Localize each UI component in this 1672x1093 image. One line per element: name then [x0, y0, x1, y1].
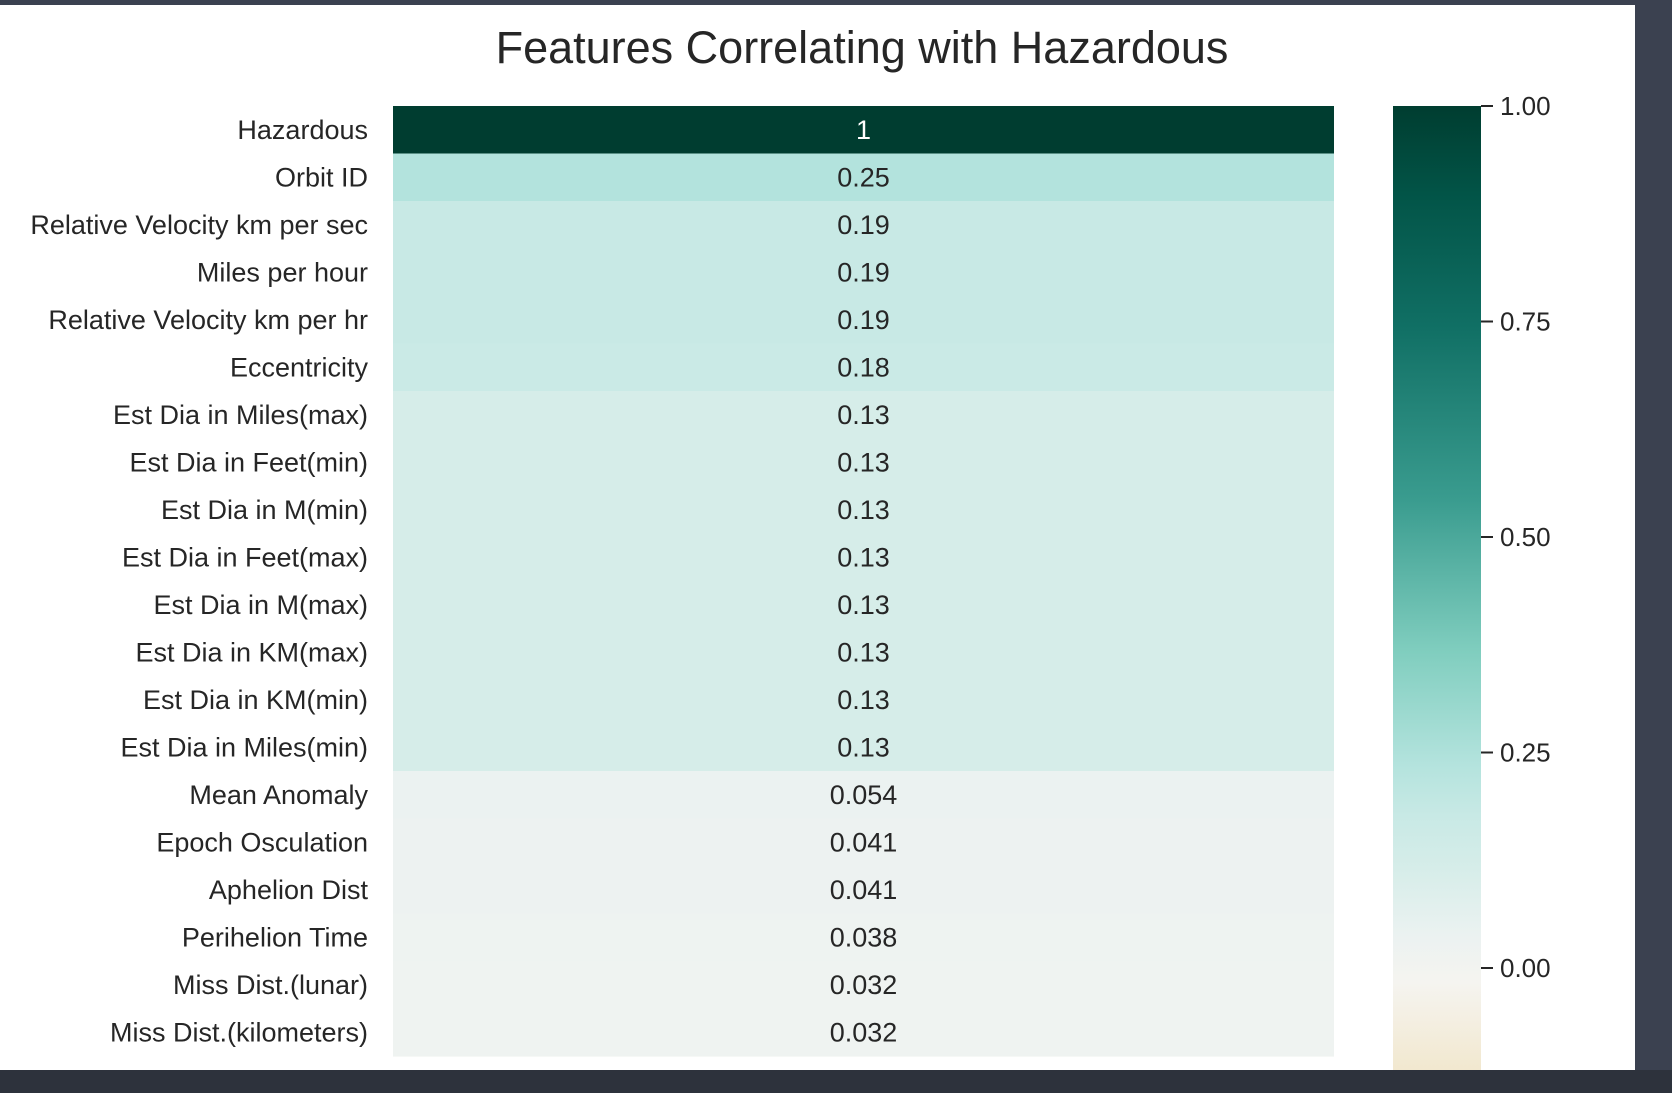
cell-annotation: 0.13: [837, 637, 890, 667]
cell-annotation: 0.13: [837, 590, 890, 620]
cell-annotation: 0.13: [837, 447, 890, 477]
cell-annotation: 0.13: [837, 400, 890, 430]
cell-annotation: 0.13: [837, 495, 890, 525]
row-label: Epoch Osculation: [156, 827, 368, 857]
row-label: Orbit ID: [275, 162, 368, 192]
row-label: Perihelion Time: [182, 922, 368, 952]
row-label: Est Dia in M(min): [161, 495, 368, 525]
row-label: Relative Velocity km per hr: [48, 305, 368, 335]
row-label: Miss Dist.(kilometers): [110, 1017, 368, 1047]
heatmap-cell: [393, 201, 1334, 250]
colorbar-tick-label: 0.25: [1500, 738, 1551, 768]
heatmap-cell: [393, 248, 1334, 297]
colorbar-tick-label: 0.00: [1500, 953, 1551, 983]
colorbar-tick-label: 0.50: [1500, 522, 1551, 552]
heatmap-chart: Features Correlating with Hazardous Haza…: [30, 22, 1551, 1070]
cell-annotation: 0.13: [837, 685, 890, 715]
row-labels: Hazardous Orbit ID Relative Velocity km pe…: [30, 115, 368, 1048]
colorbar: [1393, 106, 1481, 1070]
row-label: Hazardous: [237, 115, 368, 145]
row-label: Est Dia in Feet(max): [122, 542, 368, 572]
row-label: Relative Velocity km per sec: [30, 210, 368, 240]
chart-panel: Features Correlating with Hazardous Haza…: [0, 5, 1635, 1070]
cell-annotations: 1 0.25 0.19 0.19 0.19 0.18 0.13 0.13 0.13 0.13 0.1…: [830, 115, 898, 1048]
bottom-bar: [0, 1070, 1672, 1093]
row-label: Eccentricity: [230, 352, 369, 382]
heatmap-cell: [393, 438, 1334, 487]
heatmap-cell: [393, 486, 1334, 535]
colorbar-tick-label: 1.00: [1500, 91, 1551, 121]
heatmap-cell: [393, 676, 1334, 725]
heatmap-cell: [393, 913, 1334, 962]
heatmap-cell: [393, 961, 1334, 1010]
heatmap-cell: [393, 818, 1334, 867]
cell-annotation: 0.19: [837, 305, 890, 335]
cell-annotation: 0.25: [837, 162, 890, 192]
cell-annotation: 1: [856, 115, 871, 145]
heatmap-cell: [393, 866, 1334, 915]
row-label: Est Dia in Miles(min): [120, 732, 368, 762]
colorbar-ticks: 1.00 0.75 0.50 0.25 0.00: [1481, 91, 1551, 983]
cell-annotation: 0.054: [830, 780, 898, 810]
chart-title: Features Correlating with Hazardous: [496, 22, 1229, 73]
row-label: Est Dia in KM(min): [143, 685, 368, 715]
heatmap-cell: [393, 343, 1334, 392]
heatmap-cell: [393, 391, 1334, 440]
cell-annotation: 0.041: [830, 875, 898, 905]
heatmap-cell: [393, 106, 1334, 155]
cell-annotation: 0.041: [830, 827, 898, 857]
row-label: Est Dia in Miles(max): [113, 400, 368, 430]
row-label: Est Dia in KM(max): [135, 637, 368, 667]
row-label: Est Dia in Feet(min): [129, 447, 368, 477]
cell-annotation: 0.19: [837, 210, 890, 240]
heatmap-cell: [393, 581, 1334, 630]
cell-annotation: 0.19: [837, 257, 890, 287]
heatmap-cell: [393, 628, 1334, 677]
heatmap-cell: [393, 296, 1334, 345]
heatmap-cell: [393, 771, 1334, 820]
cell-annotation: 0.032: [830, 970, 898, 1000]
heatmap-cells: [393, 106, 1334, 1057]
row-label: Miles per hour: [197, 257, 368, 287]
row-label: Aphelion Dist: [209, 875, 369, 905]
row-label: Mean Anomaly: [189, 780, 368, 810]
cell-annotation: 0.038: [830, 922, 898, 952]
heatmap-cell: [393, 723, 1334, 772]
heatmap-cell: [393, 533, 1334, 582]
cell-annotation: 0.18: [837, 352, 890, 382]
cell-annotation: 0.13: [837, 732, 890, 762]
heatmap-cell: [393, 153, 1334, 202]
cell-annotation: 0.13: [837, 542, 890, 572]
colorbar-tick-label: 0.75: [1500, 307, 1551, 337]
heatmap-cell: [393, 1008, 1334, 1057]
cell-annotation: 0.032: [830, 1017, 898, 1047]
row-label: Est Dia in M(max): [153, 590, 368, 620]
row-label: Miss Dist.(lunar): [173, 970, 368, 1000]
